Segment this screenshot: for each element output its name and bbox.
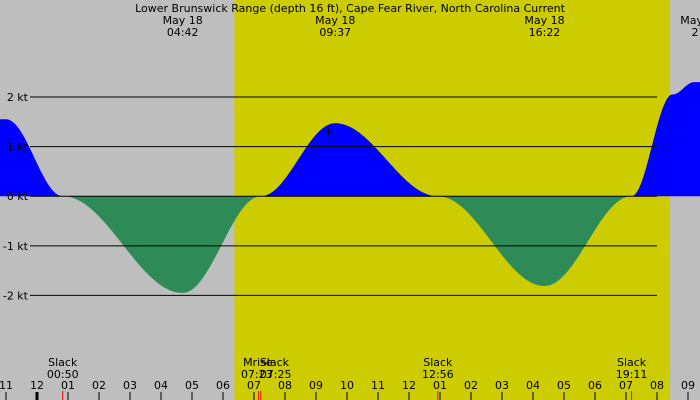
event-time-label: 00:50 bbox=[47, 368, 79, 381]
x-tick-label: 12 bbox=[402, 379, 416, 392]
y-tick-label: -1 kt bbox=[3, 240, 29, 253]
extreme-date-label: May 18 bbox=[163, 14, 203, 27]
extreme-time-label: 21: bbox=[692, 26, 700, 39]
x-tick-label: 06 bbox=[216, 379, 230, 392]
event-time-label: 19:11 bbox=[616, 368, 648, 381]
extreme-date-label: May 18 bbox=[524, 14, 564, 27]
x-tick-label: 01 bbox=[433, 379, 447, 392]
x-tick-label: 05 bbox=[557, 379, 571, 392]
flood-current-area bbox=[631, 82, 700, 197]
ebb-current-area bbox=[62, 196, 261, 293]
x-tick-label: 02 bbox=[92, 379, 106, 392]
x-tick-label: 09 bbox=[681, 379, 695, 392]
extreme-time-label: 09:37 bbox=[319, 26, 351, 39]
x-tick-label: 04 bbox=[154, 379, 168, 392]
x-tick-label: 11 bbox=[0, 379, 13, 392]
x-tick-label: 07 bbox=[619, 379, 633, 392]
event-time-label: 12:56 bbox=[422, 368, 454, 381]
x-tick-label: 03 bbox=[123, 379, 137, 392]
x-tick-label: 08 bbox=[650, 379, 664, 392]
x-tick-label: 11 bbox=[371, 379, 385, 392]
y-tick-label: 2 kt bbox=[7, 91, 29, 104]
x-tick-label: 08 bbox=[278, 379, 292, 392]
event-time-label: 07:23 bbox=[241, 368, 273, 381]
extreme-time-label: 04:42 bbox=[167, 26, 199, 39]
x-tick-label: 03 bbox=[495, 379, 509, 392]
x-tick-label: 04 bbox=[526, 379, 540, 392]
x-tick-label: 12 bbox=[30, 379, 44, 392]
y-tick-label: 0 kt bbox=[7, 190, 29, 203]
flood-current-area bbox=[0, 119, 63, 197]
event-name-label: Mrise bbox=[243, 356, 273, 369]
x-tick-label: 06 bbox=[588, 379, 602, 392]
ebb-current-area bbox=[437, 196, 632, 286]
event-name-label: Slack bbox=[48, 356, 78, 369]
event-time-label: 07:25 bbox=[260, 368, 292, 381]
event-name-label: Slack bbox=[260, 356, 290, 369]
x-tick-label: 02 bbox=[464, 379, 478, 392]
current-area-layer bbox=[0, 82, 700, 293]
event-name-label: Slack bbox=[617, 356, 647, 369]
extreme-date-label: May 18 bbox=[315, 14, 355, 27]
x-tick-label: 07 bbox=[247, 379, 261, 392]
x-tick-label: 09 bbox=[309, 379, 323, 392]
extreme-date-label: May 18 bbox=[680, 14, 700, 27]
event-name-label: Slack bbox=[423, 356, 453, 369]
y-tick-label: 1 kt bbox=[7, 141, 29, 154]
flood-current-area bbox=[260, 123, 438, 197]
chart-title: Lower Brunswick Range (depth 16 ft), Cap… bbox=[135, 2, 566, 15]
x-tick-label: 01 bbox=[61, 379, 75, 392]
x-tick-label: 10 bbox=[340, 379, 354, 392]
y-gridlines bbox=[30, 96, 657, 296]
x-tick-label: 05 bbox=[185, 379, 199, 392]
y-tick-label: -2 kt bbox=[3, 289, 29, 302]
extreme-time-label: 16:22 bbox=[529, 26, 561, 39]
